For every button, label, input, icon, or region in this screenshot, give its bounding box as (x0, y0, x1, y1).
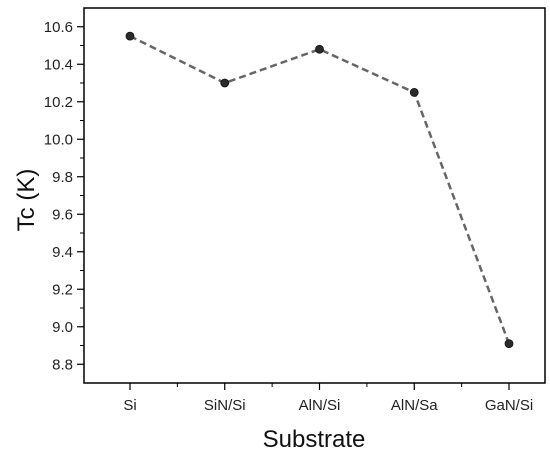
y-tick-label: 8.8 (52, 356, 73, 373)
series-line (129, 35, 511, 345)
y-tick-label: 10.2 (44, 94, 73, 111)
data-point (220, 78, 230, 88)
y-axis-title: Tc (K) (13, 169, 40, 232)
x-axis-ticks: Si SiN/Si AlN/Si AlN/Sa GaN/Si (123, 383, 533, 414)
x-tick-label: AlN/Sa (391, 397, 438, 414)
y-tick-label: 9.8 (52, 169, 73, 186)
x-tick-label: Si (123, 397, 136, 414)
y-tick-label: 9.6 (52, 206, 73, 223)
y-axis-ticks: 8.8 9.0 9.2 9.4 9.6 9.8 10.0 10.2 10.4 10.6 (44, 19, 84, 373)
data-point (409, 87, 419, 97)
x-tick-label: SiN/Si (204, 397, 246, 414)
y-tick-label: 9.2 (52, 281, 73, 298)
x-tick-label: GaN/Si (485, 397, 533, 414)
data-point (504, 339, 514, 349)
y-tick-label: 9.4 (52, 244, 73, 261)
x-tick-label: AlN/Si (299, 397, 341, 414)
y-tick-label: 10.4 (44, 56, 73, 73)
axes (83, 7, 546, 384)
y-tick-label: 10.0 (44, 131, 73, 148)
data-point (125, 31, 135, 41)
y-tick-label: 9.0 (52, 319, 73, 336)
data-point (315, 44, 324, 54)
x-axis-title: Substrate (263, 426, 366, 453)
plot-frame (83, 7, 546, 384)
data-series (125, 31, 514, 349)
y-tick-label: 10.6 (44, 19, 73, 36)
